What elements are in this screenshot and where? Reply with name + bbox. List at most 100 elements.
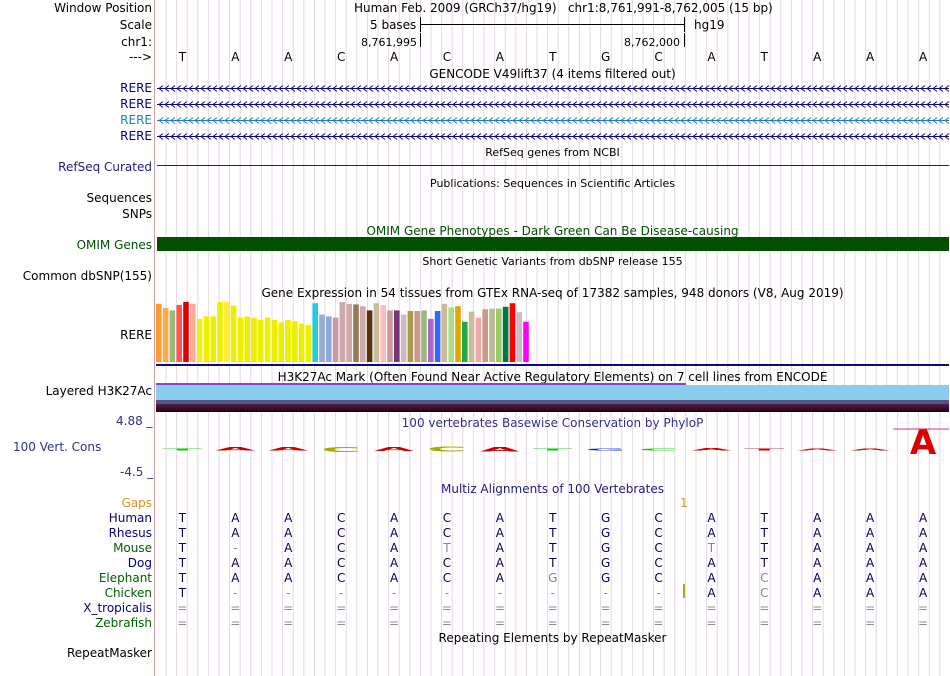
gtex-bar-12[interactable]	[230, 305, 237, 362]
align-mouse-5: A	[389, 541, 399, 555]
gtex-bar-5[interactable]	[183, 302, 189, 362]
gtex-bar-49[interactable]	[482, 309, 488, 362]
gtex-bar-20[interactable]	[285, 320, 291, 362]
gtex-bar-18[interactable]	[271, 320, 278, 362]
gtex-bar-55[interactable]	[523, 321, 529, 362]
gtex-bar-7[interactable]	[196, 318, 203, 362]
gtex-bar-8[interactable]	[203, 316, 210, 362]
gtex-bar-21[interactable]	[292, 321, 298, 362]
gtex-bar-14[interactable]	[244, 316, 250, 362]
gtex-bar-3[interactable]	[169, 310, 176, 362]
align-zebrafish-8: =	[547, 616, 558, 630]
gene-track-rere-1[interactable]	[157, 83, 949, 94]
gtex-bar-13[interactable]	[237, 317, 244, 362]
omim-label[interactable]: OMIM Genes	[76, 238, 152, 252]
gene-track-rere-4[interactable]	[157, 131, 949, 142]
species-label-elephant[interactable]: Elephant	[98, 571, 152, 585]
gene-track-rere-2[interactable]	[157, 99, 949, 110]
gtex-bar-11[interactable]	[224, 302, 230, 362]
gtex-bar-25[interactable]	[319, 314, 325, 362]
gtex-bar-19[interactable]	[278, 322, 284, 362]
gaps-label[interactable]: Gaps	[121, 496, 152, 510]
align-zebrafish-7: =	[494, 616, 505, 630]
gtex-bar-30[interactable]	[353, 304, 359, 362]
gtex-bar-41[interactable]	[428, 318, 434, 362]
gtex-bar-17[interactable]	[264, 317, 271, 362]
gtex-gene-label[interactable]: RERE	[120, 328, 152, 342]
gene-label-rere-3[interactable]: RERE	[120, 113, 152, 127]
base-3: A	[284, 50, 293, 64]
gtex-bar-26[interactable]	[326, 316, 332, 362]
align-chicken-13: A	[813, 586, 822, 600]
gtex-bar-27[interactable]	[332, 317, 339, 362]
gtex-bar-46[interactable]	[462, 321, 468, 362]
gtex-bar-48[interactable]	[475, 317, 482, 362]
species-label-human[interactable]: Human	[108, 511, 152, 525]
gtex-bar-15[interactable]	[251, 317, 257, 362]
gtex-bar-24[interactable]	[312, 303, 318, 362]
gtex-bar-53[interactable]	[509, 303, 516, 362]
gtex-bar-34[interactable]	[380, 305, 386, 362]
gtex-bar-44[interactable]	[448, 307, 454, 362]
gtex-bar-54[interactable]	[516, 312, 522, 362]
gtex-bar-37[interactable]	[400, 314, 407, 362]
species-label-rhesus[interactable]: Rhesus	[108, 526, 152, 540]
gtex-bar-40[interactable]	[421, 310, 427, 362]
align-rhesus-3: A	[284, 526, 293, 540]
align-rhesus-4: C	[336, 526, 346, 540]
gene-track-rere-3[interactable]	[157, 115, 949, 126]
gtex-bar-33[interactable]	[373, 303, 380, 362]
gtex-bar-42[interactable]	[434, 311, 441, 362]
gtex-bar-9[interactable]	[210, 316, 216, 362]
dbsnp-label[interactable]: Common dbSNP(155)	[22, 269, 152, 283]
gtex-bar-32[interactable]	[366, 310, 373, 362]
gtex-bar-39[interactable]	[414, 311, 420, 362]
omim-bar[interactable]	[157, 237, 949, 251]
gtex-bar-47[interactable]	[468, 311, 475, 362]
gtex-bar-51[interactable]	[496, 308, 502, 362]
refseq-track[interactable]	[157, 165, 949, 166]
align-rhesus-13: A	[813, 526, 822, 540]
gene-label-rere-2[interactable]: RERE	[120, 97, 152, 111]
align-x_tropicalis-7: =	[494, 601, 505, 615]
align-human-11: A	[707, 511, 716, 525]
gtex-bar-23[interactable]	[305, 324, 312, 362]
align-dog-13: A	[813, 556, 822, 570]
align-zebrafish-14: =	[865, 616, 876, 630]
gtex-bar-29[interactable]	[346, 303, 352, 362]
conservation-label[interactable]: 100 Vert. Cons	[13, 440, 102, 454]
gtex-bar-43[interactable]	[441, 303, 448, 362]
gtex-bar-28[interactable]	[339, 302, 346, 362]
gtex-bar-22[interactable]	[298, 323, 305, 362]
h3k27ac-label[interactable]: Layered H3K27Ac	[45, 384, 152, 398]
gtex-bar-35[interactable]	[387, 310, 393, 362]
species-label-x_tropicalis[interactable]: X_tropicalis	[83, 601, 152, 615]
species-label-zebrafish[interactable]: Zebrafish	[95, 616, 152, 630]
sequences-label[interactable]: Sequences	[86, 191, 152, 205]
species-label-mouse[interactable]: Mouse	[113, 541, 152, 555]
gene-label-rere-4[interactable]: RERE	[120, 129, 152, 143]
snps-label[interactable]: SNPs	[122, 207, 152, 221]
species-label-chicken[interactable]: Chicken	[104, 586, 152, 600]
gtex-bar-36[interactable]	[394, 310, 400, 362]
cons-glyph-10: C	[639, 448, 679, 451]
gtex-bar-45[interactable]	[455, 306, 461, 362]
gtex-bar-16[interactable]	[258, 320, 264, 362]
gtex-bar-52[interactable]	[502, 306, 509, 362]
gtex-bar-6[interactable]	[190, 303, 196, 362]
gtex-bar-10[interactable]	[217, 302, 223, 362]
align-x_tropicalis-8: =	[547, 601, 558, 615]
gtex-chart[interactable]	[156, 300, 536, 364]
gene-label-rere-1[interactable]: RERE	[120, 81, 152, 95]
refseq-label[interactable]: RefSeq Curated	[58, 160, 152, 174]
align-elephant-4: C	[336, 571, 346, 585]
gtex-bar-38[interactable]	[407, 311, 414, 362]
species-label-dog[interactable]: Dog	[127, 556, 152, 570]
gtex-bar-50[interactable]	[489, 308, 495, 362]
gtex-bar-31[interactable]	[360, 306, 366, 362]
gtex-bar-1[interactable]	[156, 303, 162, 362]
gtex-bar-4[interactable]	[176, 305, 182, 362]
gtex-bar-2[interactable]	[162, 308, 169, 362]
repeatmasker-label[interactable]: RepeatMasker	[66, 646, 152, 660]
